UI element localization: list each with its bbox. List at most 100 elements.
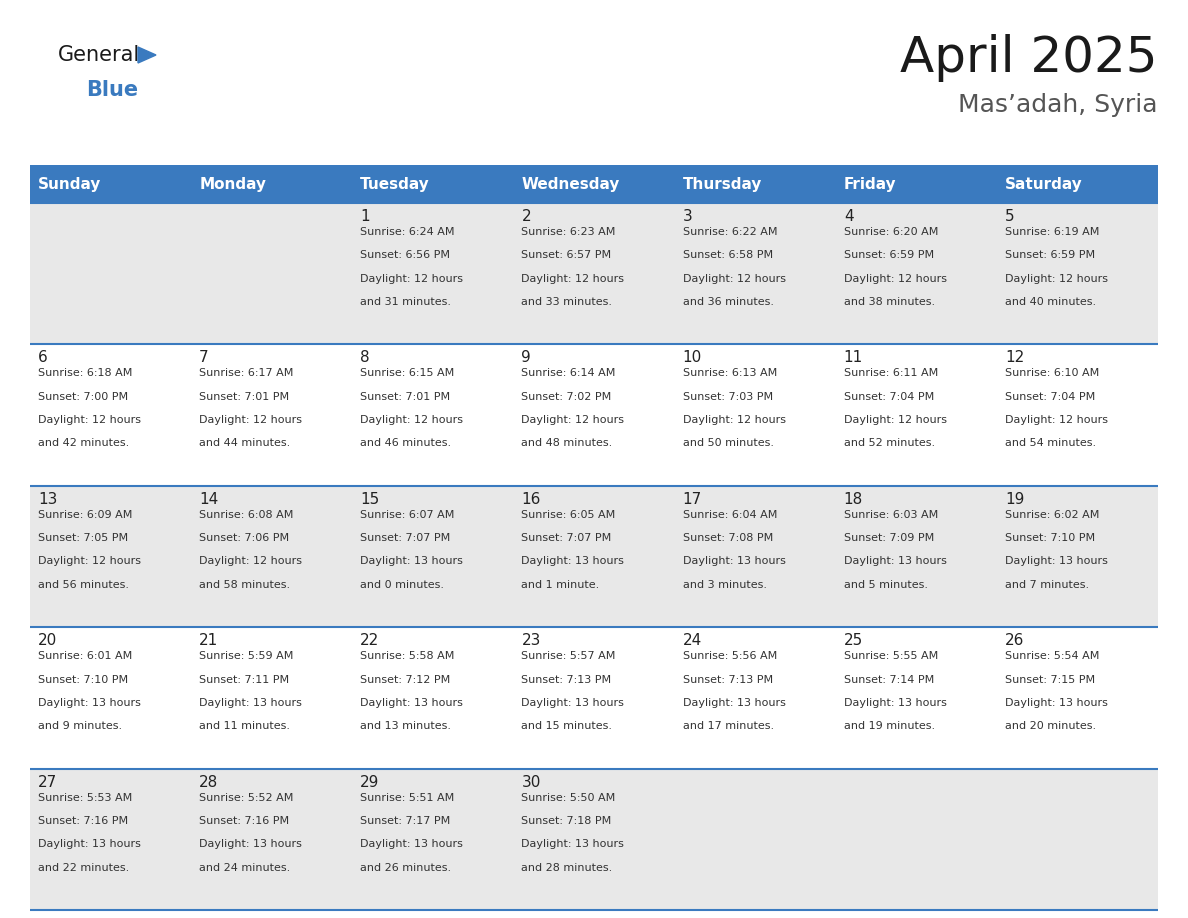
- Text: Sunrise: 5:56 AM: Sunrise: 5:56 AM: [683, 651, 777, 661]
- Text: Daylight: 12 hours: Daylight: 12 hours: [522, 274, 625, 284]
- Text: Sunrise: 6:14 AM: Sunrise: 6:14 AM: [522, 368, 615, 378]
- Text: Daylight: 13 hours: Daylight: 13 hours: [843, 556, 947, 566]
- Text: Sunset: 7:16 PM: Sunset: 7:16 PM: [38, 816, 128, 826]
- Text: Daylight: 12 hours: Daylight: 12 hours: [200, 556, 302, 566]
- Text: and 7 minutes.: and 7 minutes.: [1005, 580, 1089, 589]
- Text: and 13 minutes.: and 13 minutes.: [360, 722, 451, 732]
- Text: Sunrise: 6:04 AM: Sunrise: 6:04 AM: [683, 509, 777, 520]
- Text: and 42 minutes.: and 42 minutes.: [38, 439, 129, 448]
- Text: Sunset: 7:13 PM: Sunset: 7:13 PM: [522, 675, 612, 685]
- Text: 5: 5: [1005, 209, 1015, 224]
- Text: and 31 minutes.: and 31 minutes.: [360, 297, 451, 307]
- Text: Sunrise: 5:55 AM: Sunrise: 5:55 AM: [843, 651, 939, 661]
- Text: Sunset: 7:05 PM: Sunset: 7:05 PM: [38, 533, 128, 543]
- Bar: [353, 165, 513, 203]
- Text: Daylight: 13 hours: Daylight: 13 hours: [360, 556, 463, 566]
- Text: and 50 minutes.: and 50 minutes.: [683, 439, 773, 448]
- Text: Sunrise: 6:23 AM: Sunrise: 6:23 AM: [522, 227, 615, 237]
- Text: Sunrise: 5:54 AM: Sunrise: 5:54 AM: [1005, 651, 1099, 661]
- Text: 21: 21: [200, 633, 219, 648]
- Text: Daylight: 12 hours: Daylight: 12 hours: [1005, 274, 1108, 284]
- Text: Daylight: 12 hours: Daylight: 12 hours: [522, 415, 625, 425]
- Text: Daylight: 13 hours: Daylight: 13 hours: [38, 698, 141, 708]
- Text: and 58 minutes.: and 58 minutes.: [200, 580, 290, 589]
- Text: Daylight: 13 hours: Daylight: 13 hours: [200, 698, 302, 708]
- Text: Daylight: 12 hours: Daylight: 12 hours: [200, 415, 302, 425]
- Text: Daylight: 13 hours: Daylight: 13 hours: [522, 839, 625, 849]
- Text: 18: 18: [843, 492, 862, 507]
- Text: Sunrise: 6:01 AM: Sunrise: 6:01 AM: [38, 651, 132, 661]
- Text: Daylight: 13 hours: Daylight: 13 hours: [522, 698, 625, 708]
- Text: Sunset: 7:04 PM: Sunset: 7:04 PM: [1005, 392, 1095, 402]
- Text: 14: 14: [200, 492, 219, 507]
- Text: Saturday: Saturday: [1005, 176, 1082, 192]
- Text: Sunset: 7:10 PM: Sunset: 7:10 PM: [1005, 533, 1095, 543]
- Bar: [30, 768, 1158, 910]
- Text: and 44 minutes.: and 44 minutes.: [200, 439, 290, 448]
- Text: Sunrise: 6:10 AM: Sunrise: 6:10 AM: [1005, 368, 1099, 378]
- Text: Sunrise: 5:52 AM: Sunrise: 5:52 AM: [200, 792, 293, 802]
- Text: Sunset: 6:57 PM: Sunset: 6:57 PM: [522, 251, 612, 261]
- Text: Daylight: 12 hours: Daylight: 12 hours: [38, 556, 141, 566]
- Text: Sunset: 7:07 PM: Sunset: 7:07 PM: [360, 533, 450, 543]
- Text: Sunrise: 6:09 AM: Sunrise: 6:09 AM: [38, 509, 132, 520]
- Text: and 22 minutes.: and 22 minutes.: [38, 863, 129, 873]
- Text: and 15 minutes.: and 15 minutes.: [522, 722, 613, 732]
- Text: and 52 minutes.: and 52 minutes.: [843, 439, 935, 448]
- Text: Mas’adah, Syria: Mas’adah, Syria: [959, 93, 1158, 117]
- Text: and 5 minutes.: and 5 minutes.: [843, 580, 928, 589]
- Bar: [835, 165, 997, 203]
- Text: and 26 minutes.: and 26 minutes.: [360, 863, 451, 873]
- Text: Daylight: 12 hours: Daylight: 12 hours: [1005, 415, 1108, 425]
- Text: Daylight: 12 hours: Daylight: 12 hours: [843, 415, 947, 425]
- Text: and 33 minutes.: and 33 minutes.: [522, 297, 613, 307]
- Text: Tuesday: Tuesday: [360, 176, 430, 192]
- Text: Wednesday: Wednesday: [522, 176, 620, 192]
- Text: Sunrise: 6:05 AM: Sunrise: 6:05 AM: [522, 509, 615, 520]
- Bar: [513, 165, 675, 203]
- Text: Sunset: 7:14 PM: Sunset: 7:14 PM: [843, 675, 934, 685]
- Bar: [30, 486, 1158, 627]
- Text: Sunset: 7:17 PM: Sunset: 7:17 PM: [360, 816, 450, 826]
- Text: April 2025: April 2025: [901, 34, 1158, 82]
- Text: and 28 minutes.: and 28 minutes.: [522, 863, 613, 873]
- Text: Sunrise: 5:58 AM: Sunrise: 5:58 AM: [360, 651, 455, 661]
- Text: 22: 22: [360, 633, 380, 648]
- Text: General: General: [58, 45, 140, 65]
- Text: 9: 9: [522, 351, 531, 365]
- Text: and 24 minutes.: and 24 minutes.: [200, 863, 290, 873]
- Text: Sunrise: 6:20 AM: Sunrise: 6:20 AM: [843, 227, 939, 237]
- Text: Sunset: 7:10 PM: Sunset: 7:10 PM: [38, 675, 128, 685]
- Text: Daylight: 12 hours: Daylight: 12 hours: [360, 274, 463, 284]
- Text: and 36 minutes.: and 36 minutes.: [683, 297, 773, 307]
- Text: Sunset: 7:03 PM: Sunset: 7:03 PM: [683, 392, 772, 402]
- Text: Daylight: 13 hours: Daylight: 13 hours: [1005, 698, 1107, 708]
- Text: 30: 30: [522, 775, 541, 789]
- Text: 26: 26: [1005, 633, 1024, 648]
- Text: Sunset: 7:07 PM: Sunset: 7:07 PM: [522, 533, 612, 543]
- Bar: [675, 165, 835, 203]
- Text: Sunrise: 6:07 AM: Sunrise: 6:07 AM: [360, 509, 455, 520]
- Text: 11: 11: [843, 351, 862, 365]
- Text: 7: 7: [200, 351, 209, 365]
- Text: Daylight: 12 hours: Daylight: 12 hours: [683, 274, 785, 284]
- Text: Sunrise: 6:17 AM: Sunrise: 6:17 AM: [200, 368, 293, 378]
- Bar: [997, 165, 1158, 203]
- Text: 10: 10: [683, 351, 702, 365]
- Text: Daylight: 12 hours: Daylight: 12 hours: [360, 415, 463, 425]
- Text: and 19 minutes.: and 19 minutes.: [843, 722, 935, 732]
- Text: Sunset: 6:59 PM: Sunset: 6:59 PM: [843, 251, 934, 261]
- Text: Sunset: 6:59 PM: Sunset: 6:59 PM: [1005, 251, 1095, 261]
- Text: and 3 minutes.: and 3 minutes.: [683, 580, 766, 589]
- Text: 24: 24: [683, 633, 702, 648]
- Text: Sunrise: 6:03 AM: Sunrise: 6:03 AM: [843, 509, 939, 520]
- Text: and 46 minutes.: and 46 minutes.: [360, 439, 451, 448]
- Text: Thursday: Thursday: [683, 176, 762, 192]
- Text: and 17 minutes.: and 17 minutes.: [683, 722, 773, 732]
- Text: Monday: Monday: [200, 176, 266, 192]
- Text: 2: 2: [522, 209, 531, 224]
- Text: 8: 8: [360, 351, 369, 365]
- Bar: [30, 203, 1158, 344]
- Text: 3: 3: [683, 209, 693, 224]
- Text: and 0 minutes.: and 0 minutes.: [360, 580, 444, 589]
